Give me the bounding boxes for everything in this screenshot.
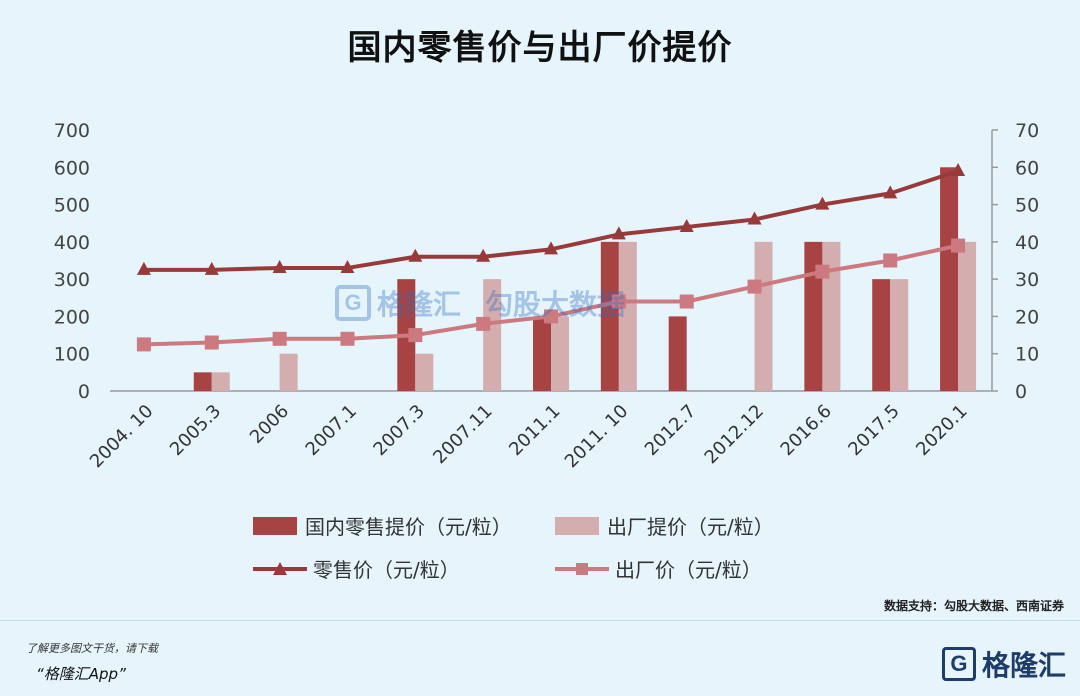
left-y-tick-label: 400 [54, 232, 90, 254]
right-y-tick-label: 50 [1015, 195, 1039, 217]
triangle-marker [679, 218, 694, 232]
line-series-group [136, 163, 966, 352]
bar [279, 353, 298, 391]
left-y-tick-label: 100 [54, 344, 90, 366]
legend-item-retail-price: 零售价（元/粒） [253, 554, 460, 583]
bar [483, 279, 502, 391]
square-marker [544, 309, 558, 324]
x-tick-label: 2011.1 [505, 401, 564, 460]
chart-title: 国内零售价与出厂价提价 [347, 28, 733, 68]
triangle-marker [408, 248, 423, 262]
left-y-tick-label: 700 [54, 120, 90, 142]
right-y-tick-label: 0 [1015, 381, 1027, 403]
triangle-marker-icon [253, 561, 307, 575]
legend-label: 零售价（元/粒） [313, 558, 460, 582]
right-y-tick-label: 20 [1015, 306, 1039, 328]
legend-label: 国内零售提价（元/粒） [305, 515, 512, 539]
x-tick-label: 2006 [246, 401, 293, 448]
bar-series-group [193, 167, 977, 391]
bar [533, 316, 551, 391]
left-y-tick-label: 200 [54, 306, 90, 328]
left-y-tick-label: 600 [54, 157, 90, 179]
square-marker [340, 331, 355, 346]
bar [668, 316, 687, 391]
triangle-marker [204, 261, 219, 275]
bar [804, 241, 823, 391]
data-source: 数据支持：勾股大数据、西南证券 [883, 599, 1064, 613]
watermark-logo-icon: G [335, 285, 371, 321]
square-marker [476, 316, 491, 331]
brand-logo: G 格隆汇 [941, 644, 1066, 684]
triangle-marker [951, 163, 966, 177]
left-y-tick-label: 0 [78, 381, 90, 403]
right-y-tick-label: 60 [1015, 157, 1039, 179]
right-y-tick-label: 40 [1015, 232, 1039, 254]
triangle-marker [476, 248, 491, 262]
x-tick-label: 2012.12 [701, 401, 768, 468]
right-y-tick-label: 30 [1015, 269, 1039, 291]
x-tick-label: 2007.3 [369, 401, 428, 460]
square-marker [408, 328, 423, 343]
brand-name: 格隆汇 [981, 649, 1066, 682]
legend-item-factory-increase: 出厂提价（元/粒） [555, 511, 774, 540]
x-tick-label: 2017.5 [844, 401, 903, 460]
legend-swatch [555, 516, 599, 535]
triangle-marker [747, 211, 762, 225]
left-y-tick-label: 500 [54, 195, 90, 217]
watermark-name-2: 勾股大数据 [485, 288, 626, 321]
triangle-marker [815, 196, 830, 210]
brand-logo-icon: G [941, 647, 976, 681]
x-tick-label: 2012.7 [641, 401, 700, 460]
bar [872, 279, 891, 391]
x-tick-label: 2016.6 [777, 401, 836, 460]
square-marker [815, 264, 830, 279]
left-y-tick-label: 300 [54, 269, 90, 291]
bar [193, 372, 212, 391]
x-tick-label: 2005.3 [166, 401, 225, 460]
legend-label: 出厂价（元/粒） [615, 558, 762, 582]
bar [958, 241, 977, 391]
x-tick-label: 2011. 10 [561, 401, 633, 473]
bar [754, 241, 773, 391]
footer-divider [0, 620, 1080, 621]
legend-label: 出厂提价（元/粒） [607, 515, 774, 539]
bar [822, 241, 841, 391]
bar [415, 353, 434, 391]
triangle-marker [136, 261, 151, 275]
footer-note: 了解更多图文干货，请下载 [26, 642, 158, 655]
square-marker-icon [555, 562, 609, 575]
square-marker [136, 337, 151, 352]
legend-item-factory-price: 出厂价（元/粒） [555, 554, 762, 583]
triangle-marker [340, 259, 355, 273]
x-tick-label: 2020.1 [912, 401, 971, 460]
bar [890, 279, 909, 391]
right-y-tick-label: 10 [1015, 344, 1039, 366]
x-tick-label: 2007.11 [429, 401, 496, 468]
square-marker [611, 294, 626, 309]
footer-app-name: “格隆汇App” [36, 665, 126, 683]
right-y-tick-label: 70 [1015, 120, 1039, 142]
legend-swatch [253, 516, 297, 535]
bar [940, 167, 959, 391]
square-marker [679, 294, 694, 309]
bar [600, 241, 619, 391]
square-marker [747, 279, 762, 294]
bar [211, 372, 230, 391]
legend-item-retail-increase: 国内零售提价（元/粒） [253, 511, 512, 540]
square-marker [883, 253, 898, 268]
triangle-marker [883, 185, 898, 199]
triangle-marker [272, 259, 287, 273]
watermark-name: 格隆汇 [377, 288, 462, 321]
square-marker [272, 331, 287, 346]
square-marker [951, 238, 966, 253]
watermark: G 格隆汇 勾股大数据 [335, 283, 625, 323]
triangle-marker [611, 226, 626, 240]
triangle-marker [544, 241, 558, 255]
square-marker [204, 335, 219, 350]
bar [551, 316, 569, 391]
bar [618, 241, 637, 391]
x-tick-label: 2007.1 [302, 401, 361, 460]
x-tick-label: 2004. 10 [86, 401, 158, 473]
